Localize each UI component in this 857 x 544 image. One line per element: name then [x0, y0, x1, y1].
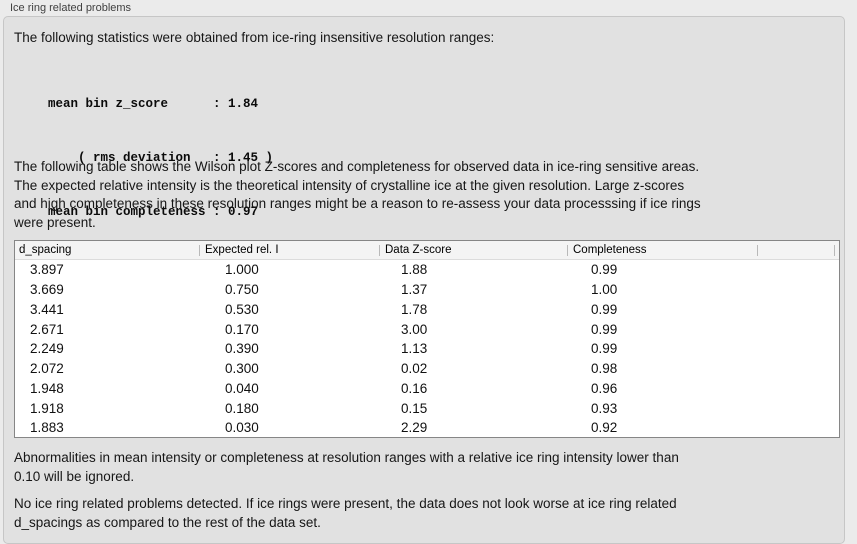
text-line: and high completeness in these resolutio… [14, 196, 701, 211]
stat-line-mean-completeness: mean bin completeness : 0.97 [48, 205, 259, 219]
table-cell: 0.92 [591, 420, 618, 436]
table-row[interactable]: 1.883 0.030 2.29 0.92 [15, 418, 839, 437]
table-cell: 2.671 [30, 321, 64, 337]
header-divider [567, 245, 568, 256]
table-header-row: d_spacing Expected rel. I Data Z-score C… [15, 241, 839, 260]
table-cell: 2.29 [401, 420, 428, 436]
table-row[interactable]: 2.671 0.170 3.00 0.99 [15, 319, 839, 339]
table-cell: 1.000 [225, 262, 259, 278]
text-line: were present. [14, 214, 96, 230]
table-cell: 1.00 [591, 282, 618, 298]
ignore-note: Abnormalities in mean intensity or compl… [14, 449, 679, 486]
table-cell: 0.96 [591, 380, 618, 396]
table-cell: 0.390 [225, 341, 259, 357]
table-body: 3.897 1.000 1.88 0.99 3.669 0.750 1.37 1.00 3.44… [15, 260, 839, 437]
table-cell: 1.948 [30, 380, 64, 396]
table-cell: 3.897 [30, 262, 64, 278]
table-row[interactable]: 3.897 1.000 1.88 0.99 [15, 260, 839, 280]
table-cell: 1.78 [401, 301, 428, 317]
text-line: Abnormalities in mean intensity or compl… [14, 450, 679, 465]
table-cell: 0.530 [225, 301, 259, 317]
table-cell: 0.040 [225, 380, 259, 396]
column-header-data-z-score[interactable]: Data Z-score [385, 244, 452, 256]
ice-ring-groupbox: The following statistics were obtained f… [3, 16, 845, 544]
table-cell: 0.98 [591, 361, 618, 377]
table-row[interactable]: 2.249 0.390 1.13 0.99 [15, 339, 839, 359]
column-header-completeness[interactable]: Completeness [573, 244, 647, 256]
table-cell: 2.072 [30, 361, 64, 377]
conclusion-note: No ice ring related problems detected. I… [14, 495, 677, 532]
table-cell: 0.02 [401, 361, 428, 377]
text-line: d_spacings as compared to the rest of th… [14, 514, 321, 530]
column-header-d-spacing[interactable]: d_spacing [19, 244, 72, 256]
table-cell: 0.99 [591, 321, 618, 337]
text-line: The following table shows the Wilson plo… [14, 159, 700, 174]
table-cell: 0.15 [401, 400, 428, 416]
table-cell: 1.883 [30, 420, 64, 436]
table-cell: 3.00 [401, 321, 428, 337]
table-cell: 1.918 [30, 400, 64, 416]
stat-line-z-rms: ( rms deviation : 1.45 ) [48, 151, 274, 165]
table-cell: 3.669 [30, 282, 64, 298]
table-cell: 0.030 [225, 420, 259, 436]
table-cell: 2.249 [30, 341, 64, 357]
stats-intro-text: The following statistics were obtained f… [14, 29, 494, 48]
table-row[interactable]: 3.441 0.530 1.78 0.99 [15, 300, 839, 320]
table-row[interactable]: 1.918 0.180 0.15 0.93 [15, 398, 839, 418]
table-row[interactable]: 1.948 0.040 0.16 0.96 [15, 379, 839, 399]
table-cell: 1.13 [401, 341, 428, 357]
text-line: The expected relative intensity is the t… [14, 177, 685, 193]
table-cell: 0.99 [591, 301, 618, 317]
table-description: The following table shows the Wilson plo… [14, 158, 701, 232]
ice-ring-table: d_spacing Expected rel. I Data Z-score C… [14, 240, 840, 438]
table-cell: 0.99 [591, 341, 618, 357]
table-cell: 0.170 [225, 321, 259, 337]
header-divider [757, 245, 758, 256]
text-line: No ice ring related problems detected. I… [14, 496, 677, 511]
stat-line-mean-z-score: mean bin z_score : 1.84 [48, 97, 259, 111]
table-cell: 0.300 [225, 361, 259, 377]
table-cell: 0.180 [225, 400, 259, 416]
table-cell: 1.88 [401, 262, 428, 278]
table-row[interactable]: 3.669 0.750 1.37 1.00 [15, 280, 839, 300]
table-cell: 0.93 [591, 400, 618, 416]
column-header-expected-rel-i[interactable]: Expected rel. I [205, 244, 279, 256]
text-line: 0.10 will be ignored. [14, 468, 135, 484]
table-cell: 1.37 [401, 282, 428, 298]
header-divider [379, 245, 380, 256]
header-divider [834, 245, 835, 256]
table-row[interactable]: 2.072 0.300 0.02 0.98 [15, 359, 839, 379]
header-divider [199, 245, 200, 256]
table-cell: 3.441 [30, 301, 64, 317]
table-cell: 0.16 [401, 380, 428, 396]
table-cell: 0.750 [225, 282, 259, 298]
table-cell: 0.99 [591, 262, 618, 278]
groupbox-title: Ice ring related problems [10, 2, 132, 14]
text-line: The following statistics were obtained f… [14, 30, 495, 45]
